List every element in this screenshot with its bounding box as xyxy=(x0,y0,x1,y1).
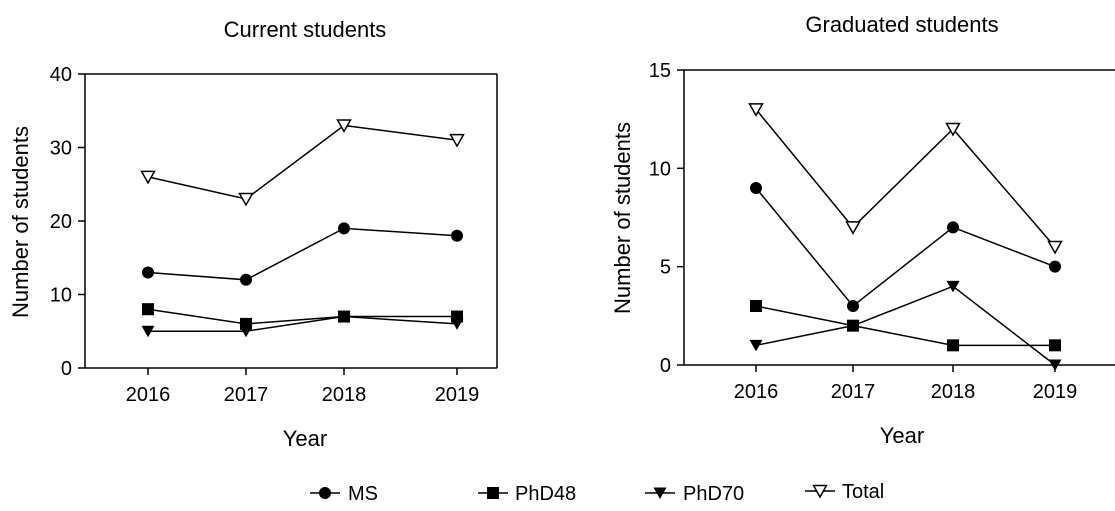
data-point-triangle-down-marker xyxy=(946,280,960,293)
data-point-circle-marker xyxy=(240,273,252,286)
legend-item-total: Total xyxy=(805,481,884,503)
x-tick-label: 2019 xyxy=(435,384,480,406)
axes xyxy=(683,69,1115,366)
data-point-square-marker xyxy=(947,339,959,352)
data-point-triangle-down-marker xyxy=(846,320,860,332)
data-point-triangle-down-marker xyxy=(749,339,763,352)
data-point-square-marker xyxy=(142,303,154,316)
y-tick-label: 0 xyxy=(61,358,72,380)
data-point-open-triangle-marker xyxy=(1047,240,1063,255)
x-tick-label: 2016 xyxy=(126,384,171,406)
series-line xyxy=(147,124,458,200)
x-axis-label: Year xyxy=(880,423,924,448)
data-point-circle-marker xyxy=(847,300,859,312)
data-point-triangle-down-marker xyxy=(1048,359,1062,371)
data-point-triangle-down-marker xyxy=(450,318,464,330)
data-point-circle-marker xyxy=(947,221,959,234)
x-tick-label: 2019 xyxy=(1033,381,1078,403)
data-point-circle-marker xyxy=(142,266,154,279)
x-axis-label: Year xyxy=(283,426,327,451)
legend-square-marker xyxy=(478,487,508,499)
y-tick-label: 40 xyxy=(50,64,72,86)
legend-label: Total xyxy=(842,481,884,503)
chart-current-students: Current students Year Number of students… xyxy=(8,17,498,451)
legend-square-marker xyxy=(487,487,499,499)
legend-label: PhD48 xyxy=(515,483,576,505)
legend-triangle-down-marker xyxy=(653,487,667,499)
legend-triangle-down-marker xyxy=(645,487,675,499)
ticks: 0 5 10 15 2016 2017 2018 2019 xyxy=(649,60,1078,403)
series-line xyxy=(755,285,1056,366)
data-point-open-triangle-marker xyxy=(748,103,764,117)
x-tick-label: 2016 xyxy=(734,381,779,403)
data-point-circle-marker xyxy=(1049,260,1061,273)
series-ms xyxy=(750,182,1061,312)
legend-item-phd48: PhD48 xyxy=(478,483,576,505)
y-tick-label: 20 xyxy=(50,211,72,233)
series-line xyxy=(147,227,458,281)
data-point-circle-marker xyxy=(338,222,350,235)
series-ms xyxy=(142,222,463,286)
data-point-square-marker xyxy=(750,300,762,312)
y-axis-label: Number of students xyxy=(610,122,635,314)
series-phd48 xyxy=(142,303,463,330)
series-line xyxy=(755,108,1056,248)
data-point-triangle-down-marker xyxy=(239,325,253,338)
chart-title: Graduated students xyxy=(805,12,998,37)
legend-open-triangle-marker xyxy=(812,484,828,499)
series-line xyxy=(755,187,1056,308)
data-point-circle-marker xyxy=(451,229,463,242)
legend: MS PhD48 PhD70 Total xyxy=(310,481,884,505)
chart-title: Current students xyxy=(224,17,387,42)
x-tick-label: 2017 xyxy=(224,384,269,406)
legend-circle-marker xyxy=(319,487,331,499)
data-point-square-marker xyxy=(1049,339,1061,352)
data-point-triangle-down-marker xyxy=(337,311,351,323)
data-point-open-triangle-marker xyxy=(336,119,352,133)
data-point-open-triangle-marker xyxy=(945,122,961,137)
ticks: 0 10 20 30 40 2016 2017 2018 2019 xyxy=(50,64,480,406)
series-phd70 xyxy=(749,280,1062,371)
y-tick-label: 5 xyxy=(660,257,671,279)
series-group xyxy=(748,103,1063,371)
series-line xyxy=(755,305,1055,347)
legend-label: MS xyxy=(348,483,378,505)
x-tick-label: 2017 xyxy=(831,381,876,403)
data-point-triangle-down-marker xyxy=(141,325,155,338)
series-total xyxy=(140,119,465,207)
series-group xyxy=(140,119,465,338)
series-total xyxy=(748,103,1063,255)
y-tick-label: 10 xyxy=(649,158,671,180)
legend-label: PhD70 xyxy=(683,483,744,505)
y-tick-label: 0 xyxy=(660,355,671,377)
x-tick-label: 2018 xyxy=(322,384,367,406)
y-tick-label: 10 xyxy=(50,285,72,307)
legend-item-phd70: PhD70 xyxy=(645,483,744,505)
legend-circle-marker xyxy=(310,487,340,499)
series-phd48 xyxy=(750,300,1061,352)
data-point-open-triangle-marker xyxy=(845,221,861,235)
y-tick-label: 30 xyxy=(50,138,72,160)
data-point-circle-marker xyxy=(750,182,762,194)
legend-item-ms: MS xyxy=(310,483,378,505)
y-axis-label: Number of students xyxy=(8,126,33,318)
data-point-open-triangle-marker xyxy=(140,170,156,185)
x-tick-label: 2018 xyxy=(931,381,976,403)
y-tick-label: 15 xyxy=(649,60,671,82)
chart-graduated-students: Graduated students Year Number of studen… xyxy=(610,12,1115,448)
legend-open-triangle-marker xyxy=(805,484,835,499)
series-line xyxy=(147,308,457,325)
data-point-open-triangle-marker xyxy=(238,192,254,207)
series-line xyxy=(148,315,458,332)
series-phd70 xyxy=(141,311,464,338)
data-point-open-triangle-marker xyxy=(449,133,465,148)
